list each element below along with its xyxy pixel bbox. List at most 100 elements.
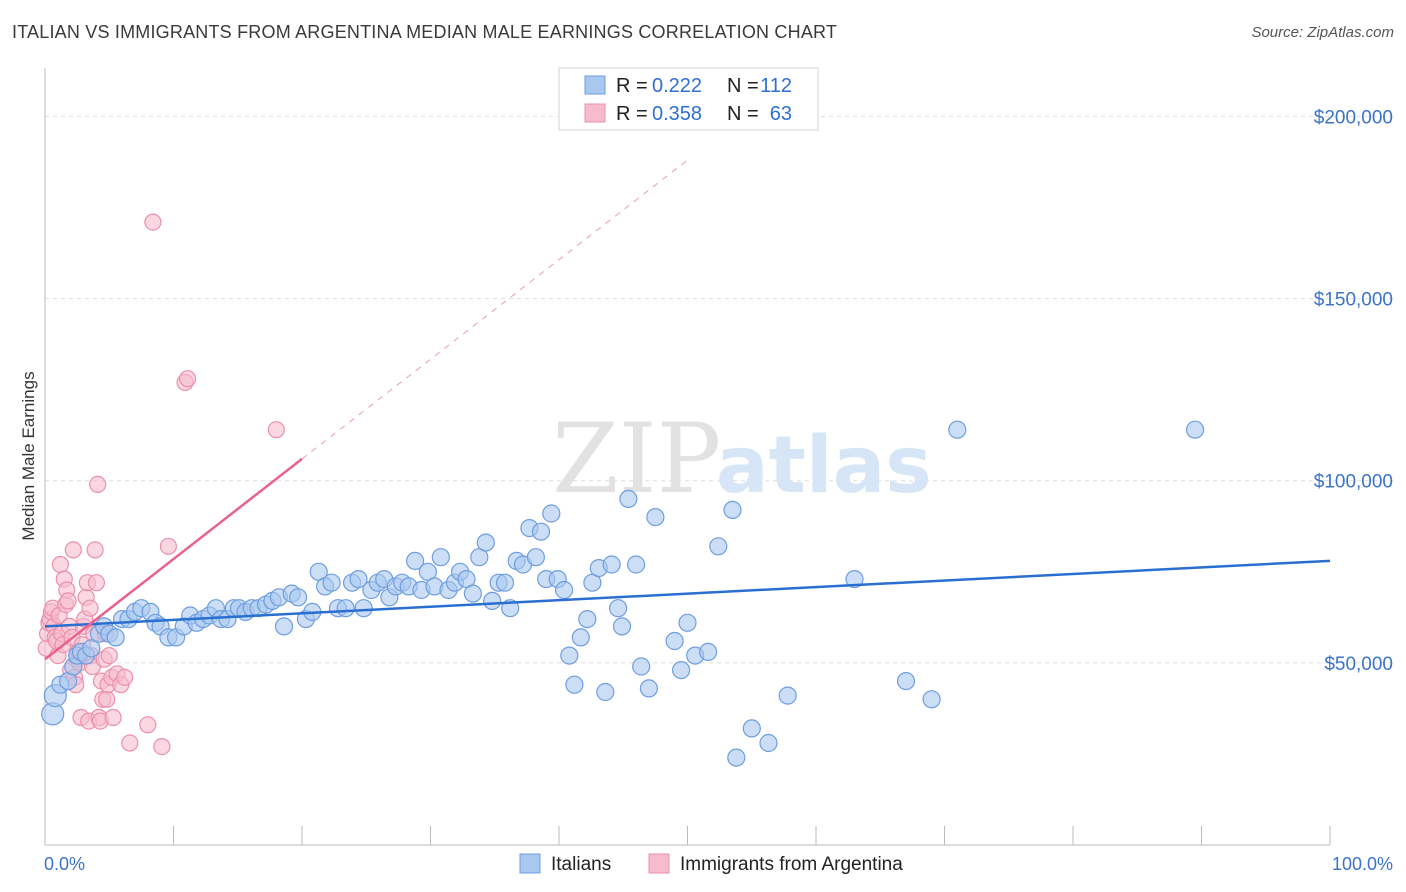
italians-point[interactable] (759, 733, 778, 753)
argentina-point[interactable] (116, 668, 134, 687)
argentina-point[interactable] (267, 421, 285, 439)
argentina-point[interactable] (179, 370, 197, 388)
x-tick-labels: 0.0% 100.0% (44, 854, 1393, 874)
argentina-point[interactable] (89, 475, 107, 493)
x-tick-marks (44, 826, 1331, 845)
italians-point[interactable] (709, 537, 728, 556)
argentina-point[interactable] (153, 737, 171, 756)
argentina-point[interactable] (144, 213, 162, 231)
italians-point[interactable] (476, 533, 495, 552)
italians-point[interactable] (671, 660, 691, 680)
italians-point[interactable] (778, 686, 797, 705)
source-credit: Source: ZipAtlas.com (1251, 24, 1394, 41)
trend-lines (44, 159, 1331, 661)
italians-point[interactable] (742, 719, 761, 738)
italians-point[interactable] (406, 551, 425, 571)
italians-point[interactable] (646, 507, 665, 527)
series-legend-label-italians[interactable]: Italians (551, 854, 611, 875)
legend-swatch-argentina (584, 103, 606, 123)
italians-point[interactable] (626, 555, 646, 574)
italians-point[interactable] (602, 555, 621, 574)
x-tick-label-min: 0.0% (44, 854, 85, 874)
legend-n-italians: 112 (760, 75, 792, 97)
argentina-point[interactable] (87, 574, 106, 592)
italians-point[interactable] (1185, 420, 1205, 439)
legend-r-label-argentina: R = (616, 103, 648, 125)
legend-swatch-italians (584, 75, 606, 95)
argentina-point[interactable] (104, 708, 122, 727)
legend-r-label-italians: R = (616, 75, 648, 97)
italians-point[interactable] (554, 580, 574, 600)
italians-point[interactable] (632, 657, 651, 676)
series-legend[interactable]: Italians Immigrants from Argentina (519, 853, 903, 875)
y-tick-label: $100,000 (1314, 472, 1393, 493)
italians-point[interactable] (571, 628, 590, 647)
series-legend-swatch-argentina[interactable] (648, 853, 670, 874)
italians-point[interactable] (483, 591, 502, 611)
italians-point[interactable] (608, 599, 628, 618)
italians-point[interactable] (727, 748, 746, 767)
italians-trend-line (44, 559, 1331, 628)
italians-point[interactable] (322, 573, 341, 592)
italians-point[interactable] (354, 599, 373, 618)
italians-point[interactable] (896, 671, 916, 691)
italians-point[interactable] (526, 548, 546, 567)
italians-point[interactable] (612, 617, 632, 636)
italians-point[interactable] (560, 646, 579, 665)
argentina-point[interactable] (139, 716, 157, 734)
italians-point[interactable] (948, 420, 967, 439)
grid-lines (45, 115, 1395, 664)
italians-point[interactable] (531, 522, 551, 541)
legend-n-argentina: 63 (770, 103, 792, 125)
argentina-points (37, 213, 285, 756)
legend-n-label-argentina: N = (727, 103, 759, 125)
italians-point[interactable] (596, 682, 615, 702)
italians-point[interactable] (723, 500, 742, 519)
argentina-point[interactable] (81, 599, 99, 617)
italians-point[interactable] (495, 573, 515, 592)
y-tick-label: $50,000 (1324, 654, 1393, 675)
italians-points (41, 420, 1205, 767)
argentina-point[interactable] (159, 537, 177, 555)
italians-point[interactable] (665, 631, 684, 651)
legend-n-label-italians: N = (727, 75, 759, 97)
italians-point[interactable] (845, 569, 864, 589)
italians-point[interactable] (619, 489, 638, 508)
y-tick-label: $150,000 (1314, 290, 1393, 311)
y-tick-labels: $50,000 $100,000 $150,000 $200,000 (1314, 107, 1393, 674)
argentina-point[interactable] (100, 646, 118, 665)
italians-point[interactable] (542, 504, 561, 523)
italians-point[interactable] (578, 609, 597, 629)
series-legend-label-argentina[interactable]: Immigrants from Argentina (680, 854, 903, 875)
legend-r-italians: 0.222 (652, 75, 702, 97)
italians-point[interactable] (922, 690, 941, 709)
italians-point[interactable] (336, 599, 355, 618)
watermark: ZIP atlas (552, 403, 932, 515)
argentina-point[interactable] (59, 592, 77, 610)
italians-point[interactable] (698, 642, 718, 662)
argentina-point[interactable] (98, 690, 116, 708)
series-legend-swatch-italians[interactable] (519, 853, 541, 874)
stats-legend: R = 0.222 N = 112 R = 0.358 N = 63 (558, 67, 819, 131)
italians-point[interactable] (289, 588, 308, 607)
argentina-point[interactable] (121, 734, 139, 752)
italians-point[interactable] (463, 584, 482, 603)
italians-point[interactable] (678, 613, 697, 632)
x-tick-label-max: 100.0% (1332, 854, 1393, 874)
y-axis-label: Median Male Earnings (19, 371, 38, 540)
italians-point[interactable] (431, 548, 450, 567)
italians-point[interactable] (274, 617, 294, 636)
argentina-trend-line (44, 457, 303, 661)
legend-r-argentina: 0.358 (652, 103, 702, 125)
argentina-point[interactable] (86, 541, 104, 559)
watermark-atlas: atlas (716, 421, 932, 511)
italians-point[interactable] (106, 628, 125, 647)
italians-point[interactable] (349, 569, 368, 589)
argentina-point[interactable] (64, 541, 82, 559)
italians-point[interactable] (82, 639, 101, 658)
argentina-trend-extension (301, 159, 688, 460)
argentina-point[interactable] (51, 555, 70, 574)
italians-point[interactable] (639, 679, 659, 698)
italians-point[interactable] (565, 675, 584, 694)
